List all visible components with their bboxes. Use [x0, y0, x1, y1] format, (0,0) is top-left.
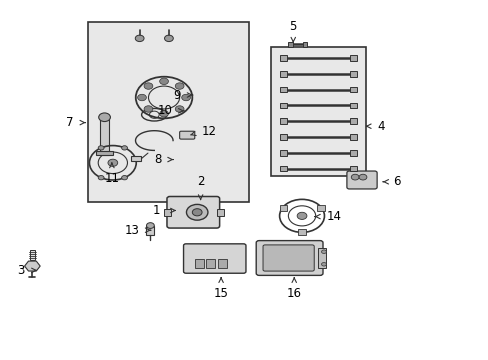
Bar — [349, 55, 356, 61]
Text: 2: 2 — [197, 175, 204, 188]
Text: 6: 6 — [392, 175, 400, 188]
Text: 7: 7 — [66, 116, 74, 129]
Text: 3: 3 — [17, 264, 24, 277]
Text: 5: 5 — [289, 20, 296, 33]
FancyBboxPatch shape — [256, 240, 323, 275]
Circle shape — [182, 94, 190, 101]
Bar — [279, 205, 287, 211]
Circle shape — [98, 146, 104, 150]
Circle shape — [192, 209, 202, 216]
Circle shape — [122, 146, 127, 150]
Circle shape — [146, 223, 154, 228]
Text: 14: 14 — [326, 210, 341, 223]
Circle shape — [159, 78, 168, 85]
Circle shape — [99, 113, 110, 122]
Bar — [280, 87, 286, 93]
Bar — [349, 150, 356, 156]
Bar — [280, 134, 286, 140]
FancyBboxPatch shape — [263, 245, 314, 271]
Circle shape — [164, 35, 173, 41]
Bar — [206, 259, 215, 268]
Bar — [280, 103, 286, 108]
Bar — [218, 259, 226, 268]
FancyBboxPatch shape — [166, 197, 219, 228]
Text: 11: 11 — [104, 172, 119, 185]
Text: 16: 16 — [286, 287, 301, 300]
Bar — [88, 22, 249, 202]
Bar — [316, 205, 324, 211]
FancyBboxPatch shape — [183, 244, 245, 273]
Text: 10: 10 — [157, 104, 172, 117]
Text: 13: 13 — [124, 224, 139, 237]
Circle shape — [108, 159, 118, 166]
Bar — [280, 71, 286, 77]
FancyBboxPatch shape — [346, 171, 376, 189]
Bar — [163, 209, 170, 216]
Circle shape — [175, 83, 183, 89]
Bar — [318, 248, 325, 268]
Circle shape — [159, 111, 168, 117]
Bar — [146, 226, 154, 235]
Bar — [303, 42, 306, 46]
Circle shape — [321, 250, 326, 253]
Bar — [131, 156, 141, 161]
Text: 4: 4 — [376, 120, 384, 133]
Bar — [349, 103, 356, 108]
Circle shape — [297, 212, 306, 220]
Bar — [271, 47, 366, 176]
Bar — [298, 229, 305, 234]
Circle shape — [144, 106, 153, 112]
Text: 8: 8 — [154, 153, 161, 166]
Bar — [349, 118, 356, 124]
Text: 15: 15 — [213, 287, 228, 300]
Bar — [349, 166, 356, 171]
Text: 12: 12 — [201, 125, 216, 138]
Bar — [194, 259, 203, 268]
Circle shape — [98, 176, 104, 180]
Bar — [96, 150, 113, 155]
Bar — [280, 55, 286, 61]
FancyBboxPatch shape — [179, 131, 194, 139]
Circle shape — [186, 204, 207, 220]
Bar — [216, 209, 223, 216]
Bar — [349, 87, 356, 93]
Bar — [280, 166, 286, 171]
Bar — [349, 71, 356, 77]
Bar — [280, 150, 286, 156]
Bar — [349, 134, 356, 140]
Circle shape — [350, 174, 358, 180]
Bar — [30, 250, 35, 260]
Circle shape — [321, 262, 326, 266]
Bar — [100, 119, 109, 155]
Bar — [280, 118, 286, 124]
Circle shape — [137, 94, 146, 101]
Text: 9: 9 — [173, 89, 181, 102]
Circle shape — [358, 174, 366, 180]
Circle shape — [122, 176, 127, 180]
Bar — [288, 42, 293, 47]
Circle shape — [175, 106, 183, 112]
Text: 1: 1 — [153, 204, 160, 217]
Circle shape — [135, 35, 144, 41]
Circle shape — [144, 83, 153, 89]
